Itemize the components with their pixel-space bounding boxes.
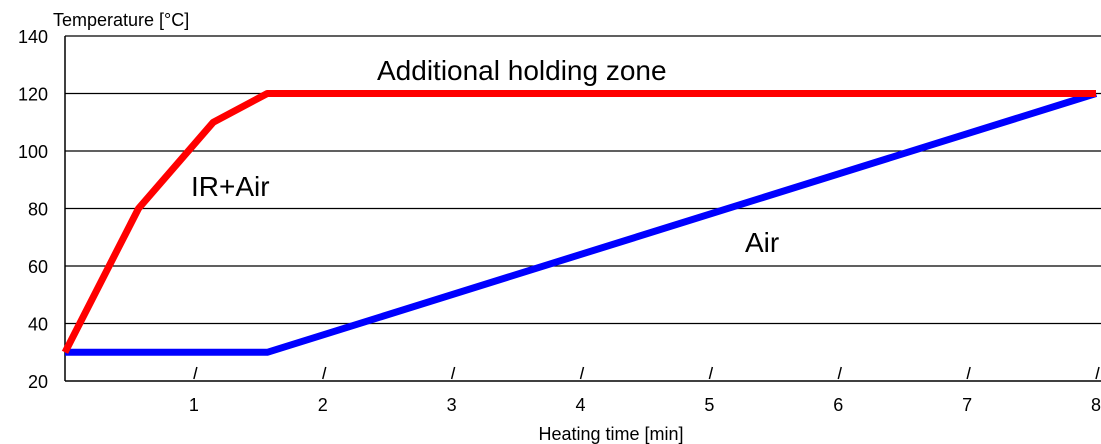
x-tick-mark-3 — [450, 366, 456, 380]
y-tick-label-80: 80 — [28, 200, 48, 220]
x-tick-label-6: 6 — [833, 395, 843, 415]
x-tick-mark-7 — [966, 366, 971, 380]
x-tick-mark-2 — [322, 366, 327, 380]
y-tick-label-120: 120 — [18, 85, 48, 105]
y-axis-title: Temperature [°C] — [53, 10, 189, 30]
y-tick-label-140: 140 — [18, 27, 48, 47]
x-tick-mark-4 — [579, 366, 585, 380]
x-tick-mark-5 — [708, 366, 714, 380]
x-tick-label-3: 3 — [447, 395, 457, 415]
x-tick-label-2: 2 — [318, 395, 328, 415]
x-tick-label-1: 1 — [189, 395, 199, 415]
x-tick-mark-8 — [1095, 366, 1100, 380]
x-tick-label-4: 4 — [575, 395, 585, 415]
y-tick-label-100: 100 — [18, 142, 48, 162]
series-line-ir-air — [61, 90, 1096, 354]
x-tick-mark-6 — [837, 366, 842, 380]
x-tick-label-8: 8 — [1091, 395, 1101, 415]
x-tick-label-7: 7 — [962, 395, 972, 415]
x-tick-label-5: 5 — [704, 395, 714, 415]
y-tick-label-20: 20 — [28, 372, 48, 392]
annotation-ir-air: IR+Air — [191, 171, 270, 202]
x-ticks: 1 2 3 4 5 6 7 8 — [189, 366, 1101, 415]
annotation-holding-zone: Additional holding zone — [377, 55, 667, 86]
x-tick-mark-1 — [193, 366, 198, 380]
axes — [64, 36, 1101, 382]
x-axis-title: Heating time [min] — [538, 424, 683, 444]
series — [61, 90, 1098, 356]
series-line-air — [65, 90, 1098, 356]
y-tick-label-40: 40 — [28, 315, 48, 335]
y-ticks: 20 40 60 80 100 120 140 — [18, 27, 48, 392]
y-tick-label-60: 60 — [28, 257, 48, 277]
annotation-air: Air — [745, 227, 779, 258]
